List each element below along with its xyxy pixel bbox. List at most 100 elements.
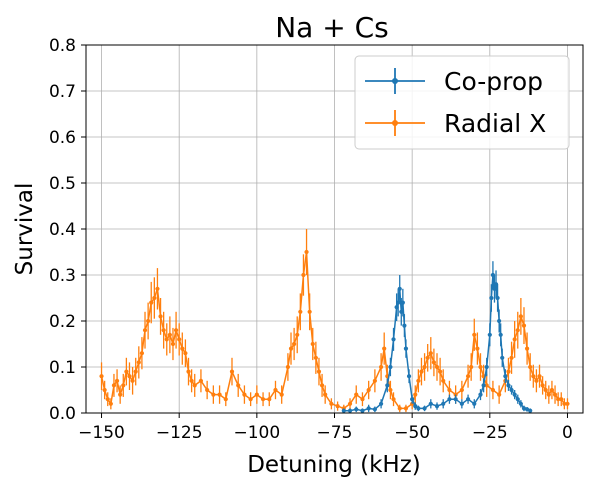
- data-point: [431, 360, 436, 365]
- data-point: [385, 383, 390, 388]
- data-point: [500, 355, 505, 360]
- data-point: [372, 378, 377, 383]
- data-point: [518, 314, 523, 319]
- data-point: [186, 369, 191, 374]
- data-point: [205, 387, 210, 393]
- data-point: [149, 300, 154, 305]
- data-point: [127, 374, 132, 379]
- data-point: [512, 392, 517, 397]
- series-layer: [99, 229, 570, 413]
- data-point: [403, 406, 409, 411]
- data-point: [378, 401, 384, 406]
- data-point: [565, 401, 570, 406]
- y-tick-label: 0.3: [49, 266, 76, 286]
- data-point: [509, 387, 514, 393]
- data-point: [540, 383, 545, 388]
- data-point: [310, 341, 315, 347]
- data-point: [416, 378, 421, 383]
- data-point: [512, 337, 517, 342]
- data-point: [105, 397, 110, 402]
- data-point: [492, 286, 497, 291]
- data-point: [248, 397, 253, 402]
- data-point: [503, 374, 508, 379]
- data-point: [425, 355, 430, 360]
- data-point: [478, 392, 483, 397]
- data-point: [133, 369, 138, 374]
- data-point: [434, 404, 440, 409]
- data-point: [410, 397, 415, 402]
- data-point: [506, 383, 511, 388]
- legend-label-co-prop: Co-prop: [444, 67, 543, 96]
- data-point: [518, 401, 523, 406]
- data-point: [173, 328, 179, 333]
- data-point: [292, 341, 297, 347]
- data-point: [490, 387, 496, 393]
- data-point: [164, 337, 169, 342]
- x-tick-label: 0: [562, 423, 573, 443]
- data-point: [397, 286, 402, 291]
- data-point: [428, 351, 433, 356]
- data-point: [447, 397, 452, 402]
- data-point: [130, 378, 135, 383]
- data-point: [419, 369, 424, 374]
- data-point: [537, 374, 542, 379]
- data-point: [108, 401, 113, 406]
- data-point: [391, 337, 396, 342]
- data-point: [472, 401, 477, 406]
- data-point: [498, 332, 503, 337]
- data-point: [223, 397, 228, 402]
- data-point: [183, 351, 188, 356]
- data-point: [152, 295, 157, 301]
- x-tick-label: −50: [394, 423, 430, 443]
- data-point: [298, 309, 303, 314]
- data-point: [354, 392, 359, 397]
- data-point: [285, 364, 291, 370]
- data-point: [229, 369, 235, 374]
- x-tick-label: −150: [78, 423, 125, 443]
- data-point: [438, 369, 443, 374]
- x-tick-label: −75: [317, 423, 353, 443]
- data-point: [319, 383, 325, 388]
- data-point: [465, 397, 471, 402]
- data-point: [170, 341, 176, 347]
- data-point: [413, 392, 418, 397]
- data-point: [534, 378, 539, 383]
- data-point: [481, 383, 486, 388]
- x-tick-label: −100: [233, 423, 280, 443]
- data-point: [490, 272, 496, 278]
- legend-label-radial-x: Radial X: [444, 109, 546, 138]
- data-point: [447, 387, 452, 393]
- data-point: [497, 318, 502, 324]
- data-point: [323, 392, 328, 397]
- data-point: [316, 369, 322, 374]
- data-point: [295, 332, 300, 337]
- data-point: [136, 360, 141, 365]
- data-point: [146, 318, 151, 324]
- data-point: [459, 401, 464, 406]
- data-point: [313, 355, 318, 360]
- data-point: [260, 397, 266, 402]
- series-line-co-prop: [343, 274, 531, 412]
- data-point: [552, 392, 558, 397]
- data-point: [382, 346, 387, 351]
- x-tick-label: −25: [472, 423, 508, 443]
- data-point: [155, 286, 160, 291]
- data-point: [528, 408, 533, 413]
- data-point: [217, 392, 222, 397]
- data-point: [236, 383, 241, 388]
- data-point: [391, 397, 396, 402]
- data-point: [388, 387, 393, 393]
- data-point: [497, 392, 502, 397]
- data-point: [562, 401, 567, 406]
- data-point: [422, 406, 427, 411]
- data-point: [465, 374, 471, 379]
- data-point: [495, 295, 500, 301]
- data-point: [288, 346, 294, 351]
- data-point: [99, 374, 104, 379]
- y-tick-label: 0.6: [49, 128, 76, 148]
- data-point: [402, 323, 407, 328]
- data-point: [329, 401, 334, 406]
- y-tick-label: 0.1: [49, 358, 76, 378]
- data-point: [416, 406, 421, 411]
